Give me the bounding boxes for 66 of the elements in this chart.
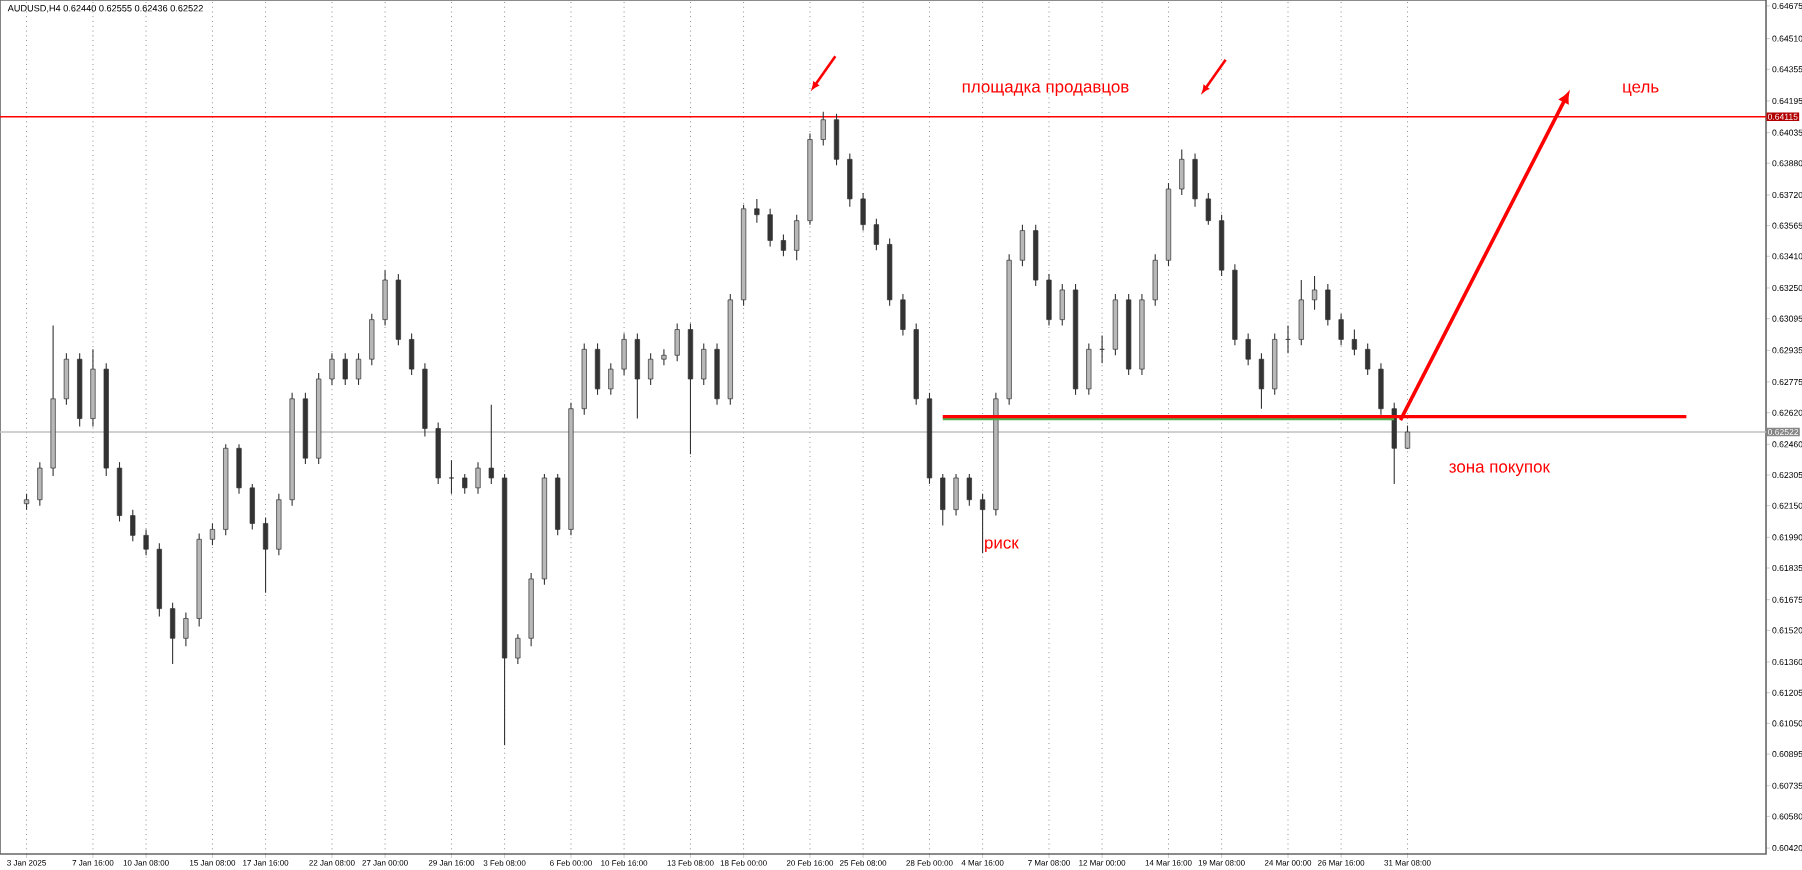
candlestick [873,218,879,251]
candlestick [329,352,335,386]
candlestick [1325,283,1331,327]
candlestick [1192,152,1198,208]
candlestick [940,473,946,526]
annotation: риск [985,539,1019,553]
candlestick [249,483,255,530]
candlestick [608,362,614,396]
candlestick [369,313,375,366]
candlestick [209,522,216,546]
candlestick [170,602,176,665]
candlestick [621,332,627,376]
candlestick [661,348,667,366]
candlestick [900,293,906,336]
candlestick [979,493,986,554]
candlestick [1378,362,1384,416]
candlestick [475,461,481,495]
candlestick [794,214,800,261]
candlestick [1059,283,1065,327]
candlestick [820,111,826,146]
candlestick [780,233,787,257]
candlestick [1046,273,1052,327]
candlestick [355,352,362,386]
candlestick [594,342,601,396]
candlestick [634,332,640,420]
candlestick [236,443,242,495]
candlestick [116,461,123,523]
candlestick [462,473,468,495]
candlestick [143,528,149,556]
candlestick [1019,224,1026,267]
candlestick [754,198,760,224]
candlestick [1298,279,1304,346]
annotation: цель [1623,83,1659,96]
candlestick [1338,313,1344,346]
candlestick [966,473,972,507]
candlestick [1311,275,1318,311]
candlestick [1179,148,1185,196]
candlestick [448,459,455,495]
candlestick [515,633,521,665]
annotation: площадка продавцов [962,83,1129,96]
candlestick [1152,253,1158,307]
candlestick [342,352,348,386]
candlestick [1086,342,1092,396]
candlestick [37,461,43,507]
candlestick [833,113,840,166]
candlestick [1391,402,1397,485]
candlestick [1258,352,1265,410]
candlestick [847,152,853,208]
candlestick [953,473,959,517]
candlestick [648,352,654,386]
candlestick [488,404,494,485]
candlestick [409,332,415,376]
annotation: зона покупок [1449,463,1550,476]
candlestick [63,352,69,406]
candlestick [701,342,707,386]
candlestick [130,509,136,542]
candlestick [767,208,773,247]
candlestick [1365,342,1371,376]
candlestick [860,192,866,232]
candlestick [1205,192,1211,226]
candlestick [1351,328,1357,356]
candlestick [382,269,388,327]
candlestick [674,323,680,362]
candlestick [183,611,189,647]
candlestick [262,516,269,594]
candlestick [1245,332,1251,366]
